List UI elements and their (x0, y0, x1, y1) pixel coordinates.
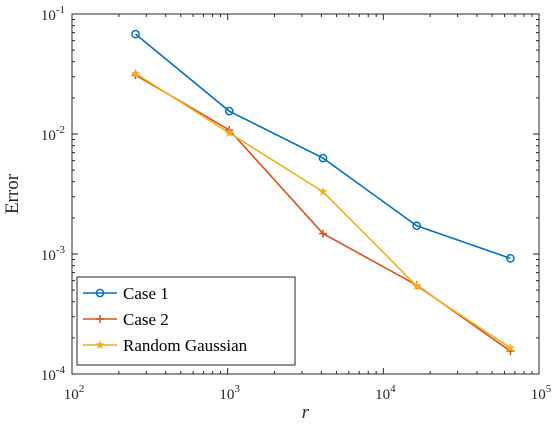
legend-label: Case 2 (123, 310, 169, 329)
data-point (131, 29, 140, 39)
data-point (505, 342, 516, 352)
series-line (135, 33, 511, 260)
data-point (318, 153, 328, 163)
x-axis-label: r (302, 402, 310, 423)
series-group (130, 29, 516, 356)
legend-item: Random Gaussian (83, 336, 248, 355)
x-tick-label: 105 (531, 383, 552, 403)
data-point (506, 253, 515, 263)
x-tick-label: 103 (219, 383, 240, 403)
y-tick-label: 10-3 (41, 244, 66, 264)
y-tick-label: 10-1 (41, 4, 65, 24)
data-point (224, 128, 234, 137)
plot-frame (71, 13, 540, 375)
legend-marker (95, 288, 105, 298)
y-tick-label: 10-2 (41, 124, 65, 144)
y-tick-label: 10-4 (41, 364, 66, 384)
legend: Case 1 Case 2 Random Gaussian (76, 276, 296, 366)
legend-label: Random Gaussian (123, 336, 248, 355)
x-tick-label: 102 (64, 383, 85, 403)
data-point (318, 229, 327, 238)
tick-labels: 102 103 104 105 10-4 10-3 10-2 10-1 (41, 4, 552, 403)
legend-item: Case 2 (83, 310, 169, 329)
series-3 (130, 68, 516, 352)
data-point (412, 221, 422, 231)
data-point (224, 106, 234, 116)
legend-marker (96, 315, 104, 323)
x-tick-label: 104 (375, 383, 396, 403)
legend-label: Case 1 (123, 284, 169, 303)
legend-item: Case 1 (83, 284, 169, 303)
y-axis-label: Error (2, 173, 23, 214)
data-point (130, 68, 141, 78)
data-point (318, 186, 328, 196)
series-1 (131, 29, 515, 263)
legend-box (76, 276, 296, 366)
data-point (412, 281, 422, 291)
legend-marker (95, 340, 105, 349)
